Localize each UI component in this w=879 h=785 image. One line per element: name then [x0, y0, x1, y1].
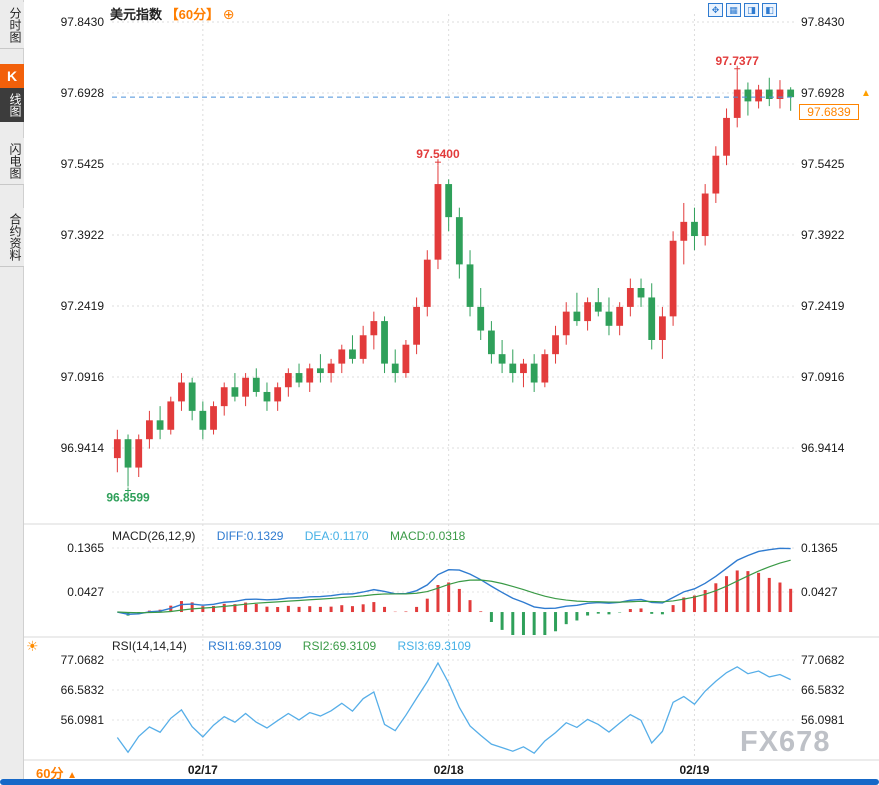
axis-label: 97.8430	[801, 15, 845, 29]
svg-text:96.8599: 96.8599	[106, 491, 150, 505]
sidebar-item-kline-label: 线图	[0, 88, 24, 122]
add-indicator-icon[interactable]: ⊕	[222, 6, 235, 22]
watermark: FX678	[740, 726, 831, 758]
axis-label: 66.5832	[61, 683, 105, 697]
interval-selector[interactable]: 60分 ▲	[36, 763, 77, 782]
rsi1-value: RSI1:69.3109	[208, 639, 282, 653]
axis-label: 96.9414	[801, 441, 845, 455]
sidebar: 分时图 K 线图 闪电图 合约资料	[0, 0, 24, 779]
axis-label: 97.3922	[801, 228, 845, 242]
chart-header: 美元指数 【60分】 ⊕	[110, 4, 234, 23]
axis-label: 0.1365	[801, 541, 838, 555]
macd-diff-value: DIFF:0.1329	[216, 529, 284, 543]
chart-scrollbar[interactable]	[0, 779, 879, 785]
rsi-legend: RSI(14,14,14) RSI1:69.3109 RSI2:69.3109 …	[112, 639, 489, 653]
axis-label: 97.8430	[61, 15, 105, 29]
rsi2-value: RSI2:69.3109	[302, 639, 377, 653]
chart-toolbar: ✥ ▦ ◨ ◧	[708, 3, 777, 17]
axis-label: 02/18	[434, 763, 464, 777]
axis-label: 66.5832	[801, 683, 845, 697]
rsi-panel	[116, 661, 791, 755]
rsi3-value: RSI3:69.3109	[397, 639, 471, 653]
axis-label: 56.0981	[61, 713, 105, 727]
rsi-settings-icon[interactable]: ☀	[26, 638, 39, 654]
macd-dea-value: DEA:0.1170	[304, 529, 369, 543]
panel-right-icon[interactable]: ◨	[744, 3, 759, 17]
grid-layout-icon[interactable]: ▦	[726, 3, 741, 17]
kline-icon: K	[0, 64, 24, 88]
sidebar-item-contract-info[interactable]: 合约资料	[0, 208, 24, 267]
axis-label: 97.0916	[801, 370, 845, 384]
interval-tag[interactable]: 【60分】	[165, 7, 220, 22]
sidebar-item-time-chart[interactable]: 分时图	[0, 2, 24, 49]
axis-label: 0.1365	[67, 541, 104, 555]
macd-hist-value: MACD:0.0318	[389, 529, 466, 543]
macd-panel	[117, 547, 793, 635]
panel-separators	[24, 523, 879, 761]
sidebar-item-kline-chart[interactable]: K 线图	[0, 64, 24, 122]
axis-label: 97.0916	[61, 370, 105, 384]
last-price-arrow-icon: ▲	[861, 88, 871, 99]
expand-icon[interactable]: ✥	[708, 3, 723, 17]
axis-label: 96.9414	[61, 441, 105, 455]
macd-legend: MACD(26,12,9) DIFF:0.1329 DEA:0.1170 MAC…	[112, 529, 483, 543]
svg-text:97.7377: 97.7377	[716, 54, 760, 68]
last-price-badge: 97.6839	[799, 104, 859, 120]
axis-label: 97.3922	[61, 228, 105, 242]
interval-arrow-icon: ▲	[67, 770, 77, 781]
price-annotations: 97.5400 97.7377 96.8599	[106, 54, 759, 505]
axis-label: 02/19	[679, 763, 709, 777]
axis-label: 0.0427	[67, 585, 104, 599]
axis-label: 56.0981	[801, 713, 845, 727]
axis-label: 97.6928	[801, 86, 845, 100]
sidebar-item-flash-chart[interactable]: 闪电图	[0, 138, 24, 185]
axis-label: 97.5425	[61, 157, 105, 171]
panel-left-icon[interactable]: ◧	[762, 3, 777, 17]
axis-label: 77.0682	[61, 653, 105, 667]
axis-label: 02/17	[188, 763, 218, 777]
axis-label: 97.2419	[801, 299, 845, 313]
axis-label: 97.5425	[801, 157, 845, 171]
axis-label: 97.6928	[61, 86, 105, 100]
axis-label: 97.2419	[61, 299, 105, 313]
axis-label: 0.0427	[801, 585, 838, 599]
interval-label: 60分	[36, 766, 64, 781]
axis-label: 77.0682	[801, 653, 845, 667]
candlestick-series	[113, 71, 795, 487]
rsi-title: RSI(14,14,14)	[112, 639, 187, 653]
symbol-title: 美元指数	[110, 7, 163, 22]
svg-text:97.5400: 97.5400	[416, 147, 460, 161]
macd-title: MACD(26,12,9)	[112, 529, 196, 543]
